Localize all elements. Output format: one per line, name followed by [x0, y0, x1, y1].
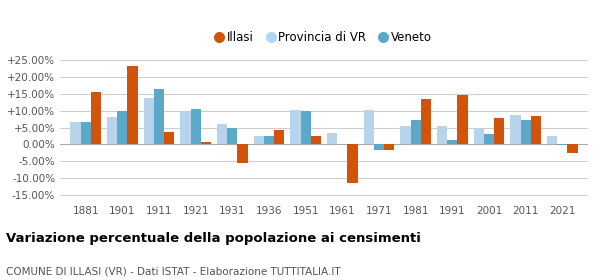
Bar — [547, 136, 557, 144]
Bar — [217, 124, 227, 144]
Bar — [510, 115, 521, 144]
Bar — [531, 116, 541, 144]
Bar — [557, 144, 568, 146]
Bar — [384, 144, 394, 150]
Bar — [107, 117, 117, 144]
Bar — [484, 134, 494, 144]
Bar — [80, 122, 91, 144]
Bar — [473, 128, 484, 144]
Bar — [91, 92, 101, 144]
Bar — [154, 89, 164, 144]
Bar — [364, 110, 374, 144]
Bar — [143, 98, 154, 144]
Bar — [374, 144, 384, 150]
Bar — [311, 136, 321, 144]
Bar — [227, 128, 238, 144]
Bar — [457, 95, 468, 144]
Bar — [494, 118, 505, 144]
Bar — [447, 141, 457, 144]
Bar — [301, 111, 311, 144]
Bar — [264, 136, 274, 144]
Bar — [290, 110, 301, 144]
Bar — [274, 130, 284, 144]
Bar — [191, 109, 201, 144]
Bar — [327, 133, 337, 144]
Bar — [127, 66, 138, 144]
Bar — [238, 144, 248, 163]
Bar — [180, 111, 191, 144]
Bar — [568, 144, 578, 153]
Bar — [421, 99, 431, 144]
Bar — [410, 120, 421, 144]
Legend: Illasi, Provincia di VR, Veneto: Illasi, Provincia di VR, Veneto — [211, 26, 437, 48]
Bar — [254, 136, 264, 144]
Text: Variazione percentuale della popolazione ai censimenti: Variazione percentuale della popolazione… — [6, 232, 421, 245]
Bar — [117, 111, 127, 144]
Bar — [164, 132, 175, 144]
Bar — [70, 122, 80, 144]
Bar — [437, 126, 447, 144]
Bar — [201, 142, 211, 144]
Bar — [347, 144, 358, 183]
Bar — [400, 126, 410, 144]
Bar — [521, 120, 531, 144]
Text: COMUNE DI ILLASI (VR) - Dati ISTAT - Elaborazione TUTTITALIA.IT: COMUNE DI ILLASI (VR) - Dati ISTAT - Ela… — [6, 266, 341, 276]
